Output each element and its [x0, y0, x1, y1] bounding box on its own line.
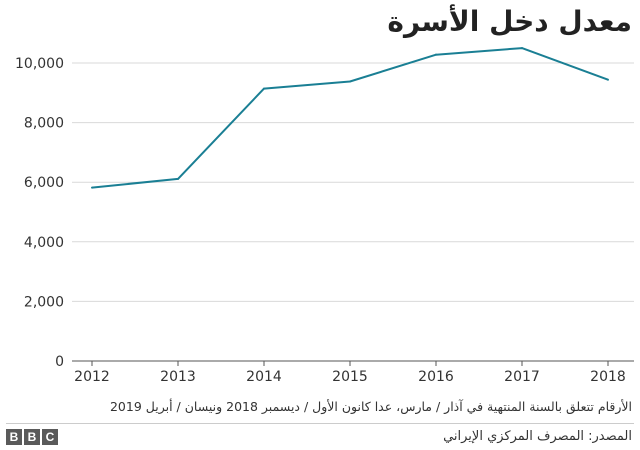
y-tick-label: 0: [55, 354, 64, 370]
y-tick-label: 4,000: [24, 235, 64, 251]
data-point: [607, 78, 609, 81]
bbc-logo-letter: C: [42, 429, 58, 445]
x-tick-label: 2018: [590, 369, 626, 385]
data-point: [521, 47, 523, 50]
data-point: [263, 87, 265, 90]
x-tick-label: 2017: [504, 369, 540, 385]
line-chart: 0 2,000 4,000 6,000 8,000 10,000 2012 2013 2014…: [15, 47, 634, 385]
data-point: [435, 53, 437, 56]
data-point: [91, 186, 93, 189]
x-tick-label: 2012: [74, 369, 110, 385]
footnote: الأرقام تتعلق بالسنة المنتهية في آذار / …: [109, 399, 632, 414]
y-tick-label: 2,000: [24, 294, 64, 310]
y-tick-label: 6,000: [24, 175, 64, 191]
series-layer: [91, 47, 609, 189]
y-tick-label: 10,000: [15, 56, 64, 72]
source-credit: المصدر: المصرف المركزي الإيراني: [443, 429, 632, 444]
x-tick-label: 2016: [418, 369, 454, 385]
data-point: [177, 177, 179, 180]
series-line: [91, 47, 609, 189]
x-axis: 2012 2013 2014 2015 2016 2017 2018: [74, 361, 626, 385]
data-point: [349, 80, 351, 83]
x-tick-label: 2015: [332, 369, 368, 385]
gridlines: [72, 62, 634, 362]
x-tick-label: 2013: [160, 369, 196, 385]
y-tick-label: 8,000: [24, 116, 64, 132]
bbc-logo: B B C: [6, 429, 58, 445]
y-axis-tick-labels: 0 2,000 4,000 6,000 8,000 10,000: [15, 56, 64, 370]
bbc-logo-letter: B: [6, 429, 22, 445]
bbc-logo-letter: B: [24, 429, 40, 445]
footer-divider: [6, 423, 634, 424]
chart-title: معدل دخل الأسرة: [387, 5, 632, 38]
x-tick-label: 2014: [246, 369, 282, 385]
